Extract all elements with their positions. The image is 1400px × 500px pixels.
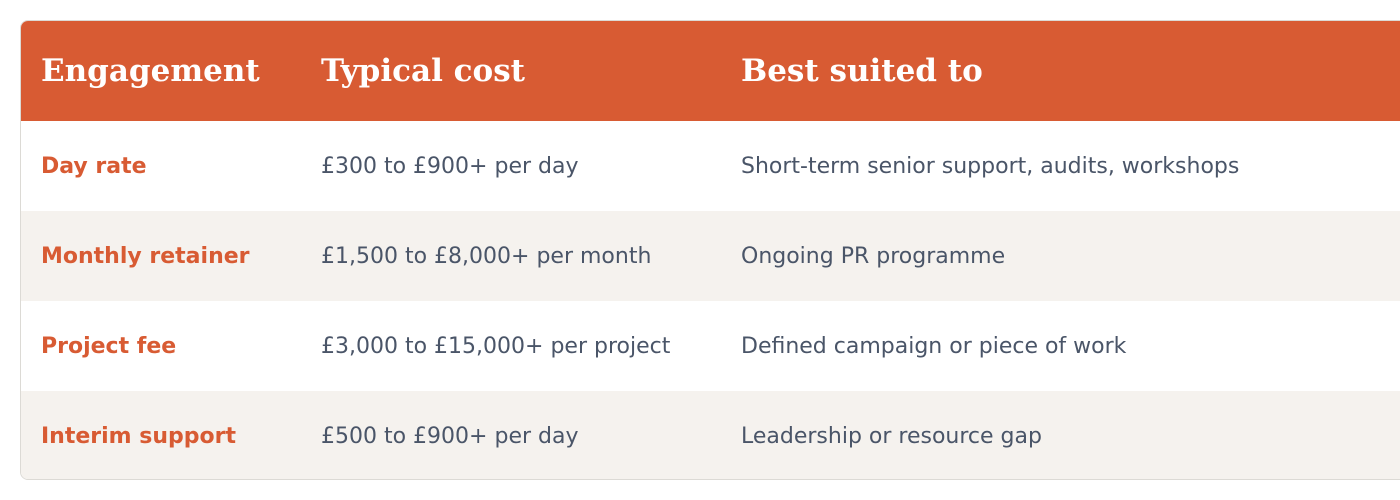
table-cell: Short-term senior support, audits, works… (741, 153, 1240, 179)
header-cell: Typical cost (301, 21, 721, 121)
table-cell: Leadership or resource gap (721, 391, 1400, 479)
table-cell: Defined campaign or piece of work (741, 333, 1127, 359)
table-cell: £3,000 to £15,000+ per project (321, 333, 671, 359)
table-row: Interim support £500 to £900+ per day Lead… (21, 391, 1400, 479)
table-cell: Ongoing PR programme (721, 211, 1400, 301)
table-cell: £300 to £900+ per day (321, 153, 579, 179)
header-row: Engagement Typical cost Best suited to (21, 21, 1400, 121)
table-cell: £500 to £900+ per day (301, 391, 721, 479)
table-row: Monthly retainer £1,500 to £8,000+ per mo… (21, 211, 1400, 301)
table-row: Project fee £3,000 to £15,000+ per projec… (21, 301, 1400, 391)
engagement-cell: Interim support (21, 391, 301, 479)
table-cell: £1,500 to £8,000+ per month (301, 211, 721, 301)
engagement-cell: Day rate (41, 153, 147, 179)
header-cell: Engagement (21, 21, 301, 121)
table-container: Engagement Typical cost Best suited to Day… (20, 20, 1400, 480)
header-cell: Best suited to (721, 21, 1400, 121)
engagement-cell: Monthly retainer (21, 211, 301, 301)
pricing-table: Engagement Typical cost Best suited to Day… (21, 21, 1400, 479)
engagement-cell: Project fee (41, 333, 177, 359)
table-row: Day rate £300 to £900+ per day Short-term … (21, 121, 1400, 211)
